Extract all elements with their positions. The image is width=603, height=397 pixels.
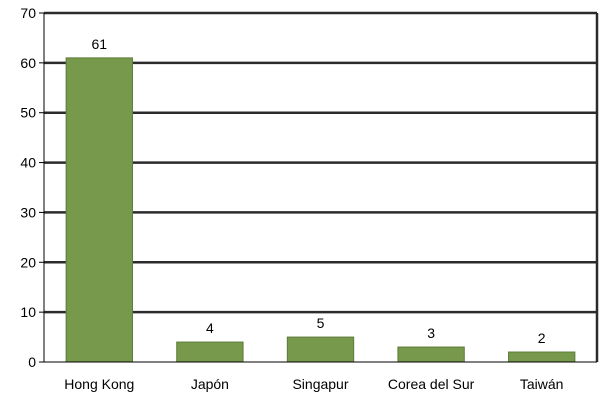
y-tick-label: 0 <box>28 354 36 370</box>
y-tick-label: 70 <box>20 5 36 21</box>
y-tick-label: 10 <box>20 304 36 320</box>
y-tick-label: 60 <box>20 55 36 71</box>
labels: 0 10 20 30 40 50 60 70 61 Hong Kong 4 Japón 5 Singapu… <box>20 5 563 392</box>
gridlines <box>44 11 597 314</box>
x-tick-label: Hong Kong <box>64 376 134 392</box>
axes <box>39 12 599 363</box>
bar-4 <box>508 351 576 363</box>
bar-1 <box>176 341 244 363</box>
x-tick-label: Taiwán <box>520 376 564 392</box>
data-label: 61 <box>92 36 108 52</box>
x-tick-label: Corea del Sur <box>388 376 475 392</box>
bar-2 <box>286 336 355 363</box>
y-tick-label: 40 <box>20 155 36 171</box>
bar-3 <box>397 346 465 363</box>
y-tick-label: 50 <box>20 105 36 121</box>
x-tick-label: Japón <box>191 376 229 392</box>
data-label: 5 <box>317 315 325 331</box>
bar-0 <box>65 57 133 363</box>
data-label: 4 <box>206 320 214 336</box>
data-label: 2 <box>538 330 546 346</box>
x-tick-label: Singapur <box>292 376 348 392</box>
data-label: 3 <box>427 325 435 341</box>
y-tick-label: 30 <box>20 204 36 220</box>
y-tick-label: 20 <box>20 254 36 270</box>
